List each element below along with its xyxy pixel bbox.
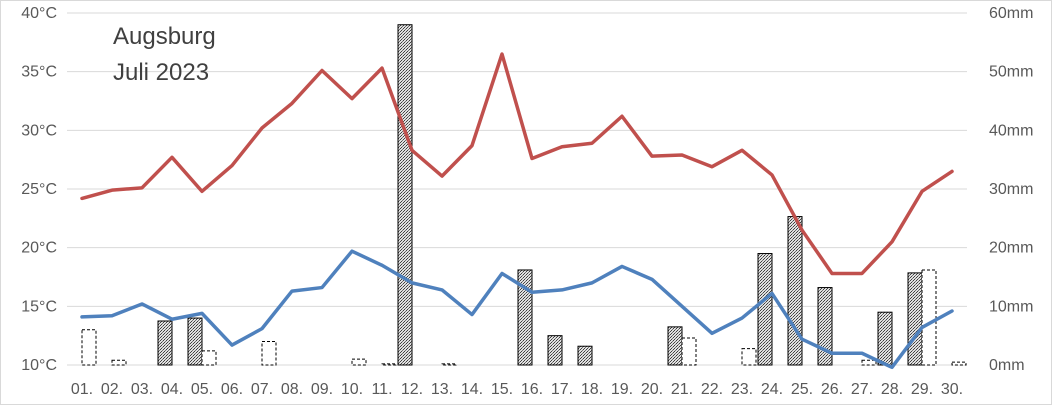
precip-bar-outline	[201, 350, 217, 366]
x-tick-label: 30.	[941, 381, 963, 398]
precip-bar-outline	[111, 359, 127, 366]
x-tick-label: 26.	[821, 381, 843, 398]
x-tick-label: 17.	[551, 381, 573, 398]
precip-bar-outline	[951, 361, 967, 366]
chart-subtitle: Juli 2023	[113, 59, 209, 86]
x-tick-label: 08.	[281, 381, 303, 398]
x-tick-label: 20.	[641, 381, 663, 398]
y-right-tick-label: 50mm	[989, 64, 1033, 81]
x-tick-label: 12.	[401, 381, 423, 398]
precip-bar-outline	[261, 341, 277, 366]
x-tick-label: 07.	[251, 381, 273, 398]
precip-bar-outline	[381, 363, 397, 366]
precip-bar-outline	[81, 329, 97, 366]
y-left-tick-label: 20°C	[21, 240, 57, 257]
precip-bar-hatched	[157, 320, 173, 366]
precip-bar-outline	[921, 269, 937, 366]
x-tick-label: 14.	[461, 381, 483, 398]
precip-bar-hatched	[817, 287, 833, 366]
chart-title: Augsburg	[113, 23, 216, 50]
temperature-line	[80, 249, 954, 370]
x-tick-label: 06.	[221, 381, 243, 398]
x-tick-label: 29.	[911, 381, 933, 398]
y-left-tick-label: 30°C	[21, 122, 57, 139]
precip-bar-hatched	[547, 335, 563, 366]
gridlines	[67, 12, 967, 366]
x-tick-label: 01.	[71, 381, 93, 398]
x-tick-label: 18.	[581, 381, 603, 398]
y-right-tick-label: 0mm	[989, 357, 1025, 374]
precip-bar-hatched	[667, 326, 683, 366]
x-tick-label: 22.	[701, 381, 723, 398]
precip-bar-hatched	[397, 24, 413, 366]
y-right-tick-label: 60mm	[989, 5, 1033, 22]
precip-bar-hatched	[907, 272, 923, 366]
x-tick-label: 03.	[131, 381, 153, 398]
y-right-tick-label: 10mm	[989, 298, 1033, 315]
y-left-tick-label: 40°C	[21, 5, 57, 22]
precip-bar-outline	[441, 363, 457, 366]
precip-bar-outline	[861, 359, 877, 366]
temperature-lines	[80, 52, 954, 370]
precip-bar-hatched	[757, 253, 773, 366]
precip-bar-outline	[681, 337, 697, 366]
y-right-tick-label: 20mm	[989, 240, 1033, 257]
precip-bar-hatched	[877, 311, 893, 366]
x-tick-label: 25.	[791, 381, 813, 398]
x-tick-label: 16.	[521, 381, 543, 398]
precip-bar-outline	[351, 358, 367, 366]
precip-bar-outline	[741, 348, 757, 366]
x-tick-label: 24.	[761, 381, 783, 398]
y-left-tick-label: 35°C	[21, 64, 57, 81]
x-tick-label: 11.	[371, 381, 392, 398]
precip-bar-hatched	[577, 345, 593, 366]
y-left-tick-label: 10°C	[21, 357, 57, 374]
x-tick-label: 13.	[431, 381, 453, 398]
temperature-line	[80, 52, 954, 276]
x-tick-label: 21.	[671, 381, 693, 398]
y-right-tick-label: 30mm	[989, 181, 1033, 198]
x-tick-label: 27.	[851, 381, 873, 398]
x-tick-label: 15.	[491, 381, 513, 398]
y-left-tick-label: 15°C	[21, 298, 57, 315]
x-tick-label: 04.	[161, 381, 183, 398]
x-tick-label: 09.	[311, 381, 333, 398]
axis-labels: 10°C 15°C 20°C 25°C 30°C 35°C 40°C 0mm 10mm 20mm 3…	[21, 5, 1033, 398]
x-tick-label: 02.	[101, 381, 123, 398]
precip-bar-hatched	[517, 269, 533, 366]
y-left-tick-label: 25°C	[21, 181, 57, 198]
precip-bar-hatched	[187, 317, 203, 366]
precipitation-bars	[81, 24, 967, 366]
x-tick-label: 28.	[881, 381, 903, 398]
x-tick-label: 05.	[191, 381, 213, 398]
y-right-tick-label: 40mm	[989, 122, 1033, 139]
x-tick-label: 10.	[341, 381, 363, 398]
precip-bar-hatched	[787, 216, 803, 366]
x-tick-label: 23.	[731, 381, 753, 398]
x-tick-label: 19.	[611, 381, 633, 398]
